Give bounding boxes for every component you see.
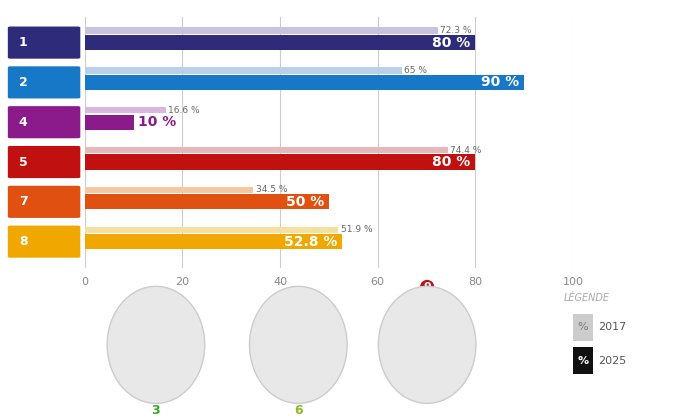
Text: 9: 9 [423, 282, 431, 292]
Text: 10 %: 10 % [138, 115, 177, 129]
Text: 16.6 %: 16.6 % [168, 106, 200, 115]
Text: 2017: 2017 [598, 322, 626, 332]
Text: 65 %: 65 % [405, 66, 428, 75]
Text: 6: 6 [294, 404, 302, 417]
Bar [85, 107, 166, 113]
Text: 50 %: 50 % [285, 195, 324, 209]
Text: 2025: 2025 [598, 356, 626, 366]
Bar [85, 147, 448, 153]
Text: 52.8 %: 52.8 % [284, 234, 338, 249]
FancyBboxPatch shape [7, 65, 81, 99]
Bar [85, 234, 342, 249]
Bar [85, 28, 438, 34]
Text: 8: 8 [19, 235, 28, 248]
Text: 80 %: 80 % [432, 36, 471, 50]
Bar [85, 115, 134, 130]
Text: 7: 7 [19, 195, 28, 208]
Text: 1: 1 [19, 36, 28, 49]
Bar [85, 35, 475, 50]
Polygon shape [123, 294, 188, 395]
Polygon shape [395, 303, 460, 395]
Text: 18 %: 18 % [283, 317, 313, 327]
Bar [85, 227, 338, 233]
Text: 4: 4 [19, 116, 28, 129]
Text: 5: 5 [19, 155, 28, 168]
FancyBboxPatch shape [7, 105, 81, 139]
Bar [85, 67, 402, 74]
FancyBboxPatch shape [7, 25, 81, 60]
Polygon shape [266, 294, 331, 395]
Text: 90 %: 90 % [481, 75, 519, 89]
Text: 74.4 %: 74.4 % [450, 145, 482, 155]
Text: 51.9 %: 51.9 % [340, 225, 372, 234]
Text: 2: 2 [19, 76, 28, 89]
Bar [85, 194, 329, 209]
FancyBboxPatch shape [7, 145, 81, 179]
Text: 10 %: 10 % [412, 363, 442, 373]
Text: %: % [578, 356, 589, 365]
FancyBboxPatch shape [7, 185, 81, 219]
Bar [85, 155, 475, 170]
Text: 3: 3 [152, 404, 160, 417]
Bar [85, 75, 524, 90]
Text: LÉGENDE: LÉGENDE [563, 293, 610, 303]
FancyBboxPatch shape [7, 224, 81, 259]
Text: 80 %: 80 % [432, 155, 471, 169]
Text: 34.5 %: 34.5 % [256, 186, 287, 194]
Text: 72.3 %: 72.3 % [440, 26, 472, 35]
Text: %: % [578, 322, 589, 332]
Text: 49 %: 49 % [140, 317, 172, 327]
Bar [85, 187, 253, 193]
